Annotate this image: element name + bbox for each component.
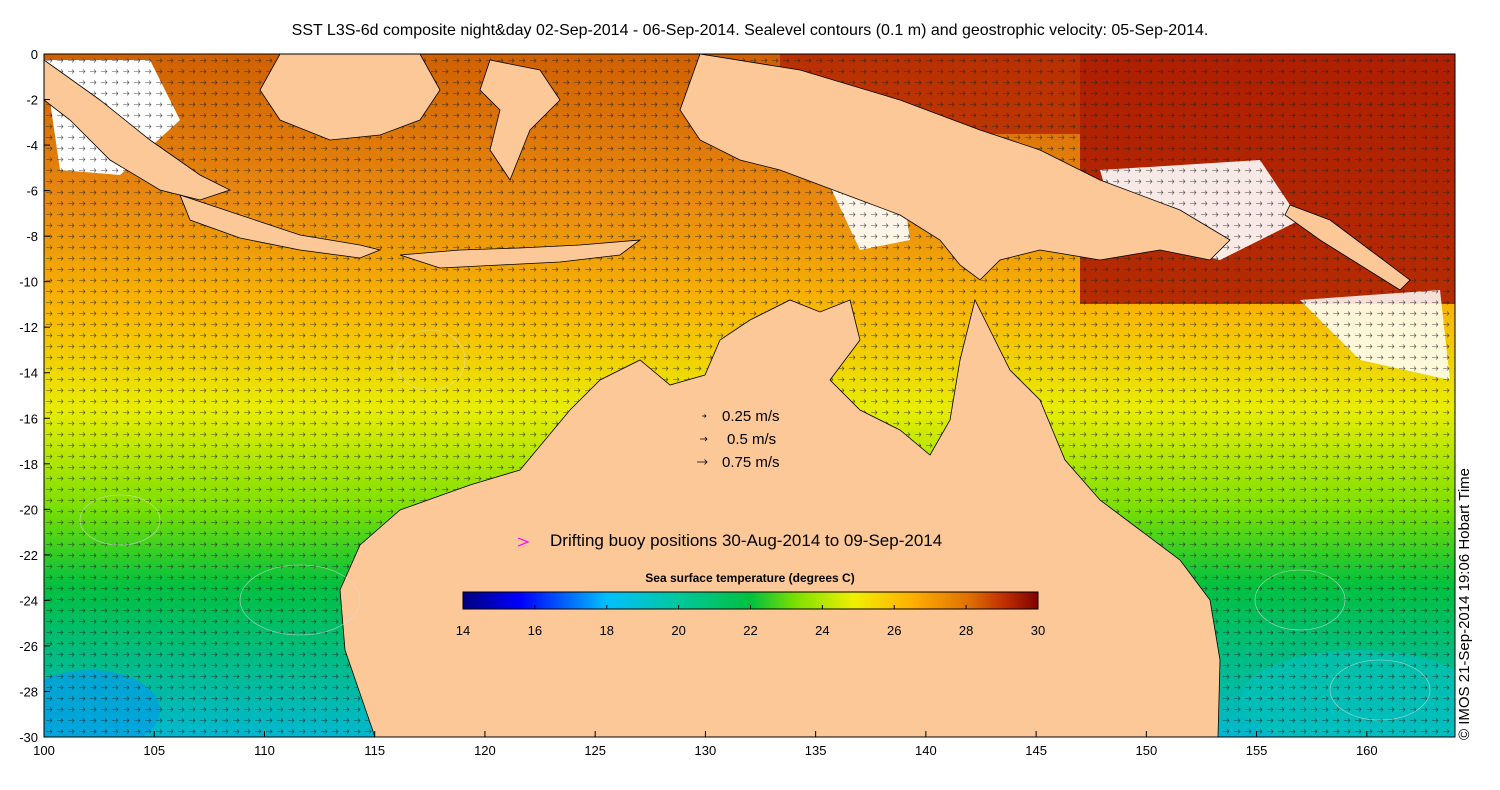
new-guinea-land <box>679 54 1231 281</box>
borneo-land <box>259 54 441 141</box>
land <box>44 54 1411 737</box>
velocity-label-0: 0.25 m/s <box>722 408 780 425</box>
y-tick-label: -4 <box>26 138 38 153</box>
colorbar-tick-label: 16 <box>528 623 542 638</box>
x-tick-label: 160 <box>1356 743 1378 758</box>
sulawesi-land <box>479 59 561 181</box>
y-tick-label: 0 <box>31 47 38 62</box>
velocity-legend: 0.25 m/s 0.5 m/s 0.75 m/s <box>697 408 780 471</box>
y-axis: 0 -2 -4 -6 -8 -10 -12 -14 -16 -18 -20 -22 -24 -26 -28 -… <box>19 47 50 745</box>
x-tick-label: 120 <box>474 743 496 758</box>
colorbar-ticks: 14 16 18 20 22 24 26 28 30 <box>456 605 1045 638</box>
colorbar-tick-label: 28 <box>959 623 973 638</box>
y-tick-label: -12 <box>19 320 38 335</box>
colorbar-tick-label: 30 <box>1031 623 1045 638</box>
x-tick-label: 105 <box>143 743 165 758</box>
x-tick-label: 115 <box>364 743 385 758</box>
velocity-arrow-medium <box>700 436 708 442</box>
solomon-land <box>1284 204 1411 291</box>
java-land <box>179 194 382 259</box>
velocity-arrow-small <box>702 414 707 418</box>
y-tick-label: -24 <box>19 593 38 608</box>
y-tick-label: -16 <box>19 411 38 426</box>
colorbar-tick-label: 24 <box>815 623 829 638</box>
x-tick-label: 155 <box>1246 743 1268 758</box>
credit-text: © IMOS 21-Sep-2014 19:06 Hobart Time <box>1456 467 1473 740</box>
colorbar-title: Sea surface temperature (degrees C) <box>645 571 854 585</box>
x-tick-label: 135 <box>805 743 827 758</box>
y-tick-label: -28 <box>19 684 38 699</box>
y-tick-label: -8 <box>26 229 38 244</box>
colorbar-tick-label: 20 <box>671 623 685 638</box>
y-tick-label: -14 <box>19 366 38 381</box>
velocity-label-2: 0.75 m/s <box>722 454 780 471</box>
buoy-legend: Drifting buoy positions 30-Aug-2014 to 0… <box>517 531 942 550</box>
x-tick-label: 130 <box>695 743 717 758</box>
map-title: SST L3S-6d composite night&day 02-Sep-20… <box>291 22 1209 39</box>
lesser-sunda-land <box>399 239 642 269</box>
x-tick-label: 125 <box>584 743 606 758</box>
x-tick-label: 140 <box>915 743 937 758</box>
sumatra-land <box>44 59 232 201</box>
y-tick-label: -10 <box>19 275 38 290</box>
colorbar-tick-label: 18 <box>600 623 614 638</box>
y-tick-label: -22 <box>19 548 38 563</box>
x-tick-label: 100 <box>33 743 55 758</box>
map-frame <box>43 53 1456 738</box>
colorbar-tick-label: 26 <box>887 623 901 638</box>
x-tick-label: 110 <box>254 743 275 758</box>
x-axis: 100 105 110 115 120 125 130 135 140 145 150 155 160 <box>33 731 1378 758</box>
y-tick-label: -6 <box>26 184 38 199</box>
australia-land <box>339 298 1221 737</box>
colorbar-tick-label: 14 <box>456 623 470 638</box>
colorbar-tick-label: 22 <box>743 623 757 638</box>
y-tick-label: -2 <box>26 93 38 108</box>
x-tick-label: 145 <box>1025 743 1047 758</box>
velocity-label-1: 0.5 m/s <box>727 431 776 448</box>
velocity-arrow-large <box>697 459 708 465</box>
y-tick-label: -30 <box>19 730 38 745</box>
y-tick-label: -18 <box>19 457 38 472</box>
y-tick-label: -20 <box>19 502 38 517</box>
buoy-legend-label: Drifting buoy positions 30-Aug-2014 to 0… <box>550 531 942 550</box>
buoy-marker-icon <box>517 537 530 547</box>
sealevel-contours <box>79 329 1431 721</box>
colorbar: Sea surface temperature (degrees C) 14 16… <box>456 571 1045 638</box>
y-tick-label: -26 <box>19 639 38 654</box>
x-tick-label: 150 <box>1135 743 1157 758</box>
